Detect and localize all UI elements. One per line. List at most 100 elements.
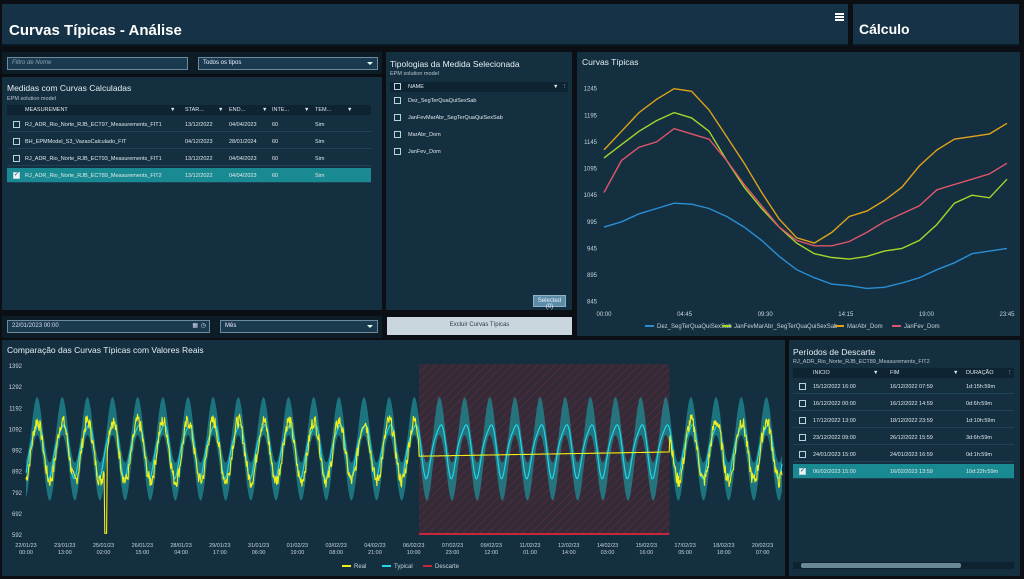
x-tick-label: 25/01/23 02:00: [93, 543, 114, 556]
col-name[interactable]: NAME: [408, 84, 424, 90]
row-checkbox[interactable]: [13, 121, 20, 128]
datetime-value: 22/01/2023 00:00: [12, 323, 59, 329]
col-start[interactable]: STAR...: [185, 107, 204, 113]
typical-curves-panel: Curvas Típicas 1245 1195 1145 1095 1045 995 94…: [577, 52, 1020, 336]
measure-tem: Sim: [315, 122, 325, 128]
discharge-start: 16/12/2022 00:00: [813, 401, 856, 407]
x-tick-label: 12/02/23 14:00: [558, 543, 579, 556]
measure-start: 04/12/2023: [185, 139, 213, 145]
x-tick-label: 20/02/23 07:00: [752, 543, 773, 556]
row-checkbox[interactable]: [799, 400, 806, 407]
row-checkbox[interactable]: [799, 451, 806, 458]
row-checkbox[interactable]: [394, 131, 401, 138]
delete-curves-button[interactable]: Excluir Curvas Típicas: [387, 317, 572, 335]
row-checkbox[interactable]: [394, 114, 401, 121]
row-checkbox[interactable]: [394, 148, 401, 155]
clock-icon[interactable]: ◷: [200, 323, 206, 329]
y-tick-label: 1192: [9, 406, 23, 412]
row-checkbox[interactable]: [799, 434, 806, 441]
measure-start: 13/12/2022: [185, 173, 213, 179]
discharge-duration: 1d:10h:59m: [966, 418, 996, 424]
filter-icon[interactable]: ▼: [347, 107, 353, 113]
col-duration[interactable]: DURAÇÃO: [966, 370, 994, 376]
row-checkbox[interactable]: [13, 138, 20, 145]
measure-tem: Sim: [315, 139, 325, 145]
discharge-row[interactable]: 23/12/2022 09:00 26/12/2022 15:59 3d:6h:59…: [793, 430, 1014, 445]
filter-icon[interactable]: ▼: [953, 370, 959, 376]
y-tick-label: 592: [12, 533, 23, 539]
typical-curves-title: Curvas Típicas: [582, 57, 639, 67]
col-end[interactable]: FIM: [890, 370, 900, 376]
measure-row[interactable]: RJ_ADR_Rio_Norte_RJB_ECT93_Measurements_…: [7, 151, 371, 166]
discharge-row[interactable]: 16/12/2022 00:00 16/12/2022 14:59 0d:6h:59…: [793, 396, 1014, 411]
col-start[interactable]: INICIO: [813, 370, 830, 376]
series-line: [603, 87, 1008, 244]
typology-row[interactable]: JanFev_Dom: [390, 144, 568, 159]
row-checkbox[interactable]: [799, 467, 806, 475]
discharge-grid-header: INICIO ▼ FIM ▼ DURAÇÃO ⋮: [793, 368, 1014, 378]
measure-row[interactable]: BH_EPMModel_S3_VazaoCalculado_FIT 04/12/2…: [7, 134, 371, 149]
period-dropdown[interactable]: Mês: [220, 320, 378, 333]
horizontal-scrollbar[interactable]: [793, 562, 1014, 569]
more-icon[interactable]: ⋮: [1007, 370, 1013, 376]
discharge-duration: 0d:6h:59m: [966, 401, 992, 407]
type-filter-dropdown[interactable]: Todos os tipos: [198, 57, 378, 70]
type-filter-value: Todos os tipos: [203, 60, 242, 66]
typology-name: Dez_SegTerQuaQuiSexSab: [408, 98, 477, 104]
filter-icon[interactable]: ▼: [218, 107, 224, 113]
discharge-row[interactable]: 24/01/2023 15:00 24/01/2023 16:59 0d:1h:59…: [793, 447, 1014, 462]
x-tick-label: 22/01/23 00:00: [15, 543, 36, 556]
discharge-end: 18/12/2022 23:59: [890, 418, 933, 424]
col-tem[interactable]: TEM...: [315, 107, 332, 113]
filter-icon[interactable]: ▼: [553, 84, 559, 90]
y-tick-label: 995: [587, 220, 598, 226]
col-end[interactable]: END...: [229, 107, 246, 113]
filter-icon[interactable]: ▼: [873, 370, 879, 376]
measure-end: 04/04/2023: [229, 156, 257, 162]
discharge-row[interactable]: 06/02/2023 15:00 16/02/2023 13:59 10d:22h:…: [793, 464, 1014, 479]
typology-row[interactable]: JanFevMarAbr_SegTerQuaQuiSexSab: [390, 110, 568, 125]
col-interval[interactable]: INTE...: [272, 107, 290, 113]
more-icon[interactable]: ⋮: [562, 84, 568, 90]
y-tick-label: 1045: [584, 193, 598, 199]
hamburger-menu-icon[interactable]: [835, 13, 844, 21]
discharge-row[interactable]: 15/12/2022 16:00 16/12/2022 07:59 1d:15h:5…: [793, 379, 1014, 394]
name-filter-input[interactable]: Filtro de Nome: [7, 57, 188, 70]
filter-icon[interactable]: ▼: [304, 107, 310, 113]
discharge-duration: 10d:22h:59m: [966, 469, 999, 475]
typology-row[interactable]: Dez_SegTerQuaQuiSexSab: [390, 93, 568, 108]
row-checkbox[interactable]: [799, 383, 806, 390]
discharge-row[interactable]: 17/12/2022 13:00 18/12/2022 23:59 1d:10h:5…: [793, 413, 1014, 428]
measure-row[interactable]: RJ_ADR_Rio_Norte_RJB_ECT89_Measurements_…: [7, 168, 371, 183]
typology-name: JanFevMarAbr_SegTerQuaQuiSexSab: [408, 115, 503, 121]
filter-bar: Filtro de Nome Todos os tipos: [2, 52, 382, 74]
calc-header[interactable]: Cálculo: [853, 4, 1019, 46]
row-checkbox[interactable]: [13, 155, 20, 162]
discharge-panel: Períodos de Descarte RJ_ADR_Rio_Norte_RJ…: [789, 340, 1020, 576]
filter-icon[interactable]: ▼: [170, 107, 176, 113]
calc-title[interactable]: Cálculo: [859, 21, 910, 37]
x-tick-label: 11/02/23 01:00: [519, 543, 540, 556]
discharge-start: 17/12/2022 13:00: [813, 418, 856, 424]
measure-start: 13/12/2022: [185, 122, 213, 128]
row-checkbox[interactable]: [13, 171, 20, 179]
x-tick-label: 09/02/23 12:00: [481, 543, 502, 556]
legend-label: Dez_SegTerQuaQuiSexSab: [657, 324, 732, 330]
x-tick-label: 15/02/23 16:00: [636, 543, 657, 556]
page-title: Curvas Típicas - Análise: [9, 22, 182, 39]
col-measurement[interactable]: MEASUREMENT: [25, 107, 68, 113]
discharge-end: 26/12/2022 15:59: [890, 435, 933, 441]
measure-row[interactable]: RJ_ADR_Rio_Norte_RJB_ECT97_Measurements_…: [7, 117, 371, 132]
typology-row[interactable]: MarAbr_Dom: [390, 127, 568, 142]
row-checkbox[interactable]: [394, 97, 401, 104]
x-tick-label: 26/01/23 15:00: [132, 543, 153, 556]
calendar-icon[interactable]: ▦: [192, 323, 198, 329]
selected-count-button[interactable]: Selected (0): [533, 295, 566, 310]
scrollbar-thumb[interactable]: [801, 563, 961, 568]
filter-icon[interactable]: ▼: [262, 107, 268, 113]
series-line: [603, 127, 1008, 247]
datetime-input[interactable]: 22/01/2023 00:00 ▦ ◷: [7, 320, 210, 333]
select-all-checkbox[interactable]: [394, 83, 401, 90]
measure-name: RJ_ADR_Rio_Norte_RJB_ECT89_Measurements_…: [25, 173, 162, 179]
row-checkbox[interactable]: [799, 417, 806, 424]
